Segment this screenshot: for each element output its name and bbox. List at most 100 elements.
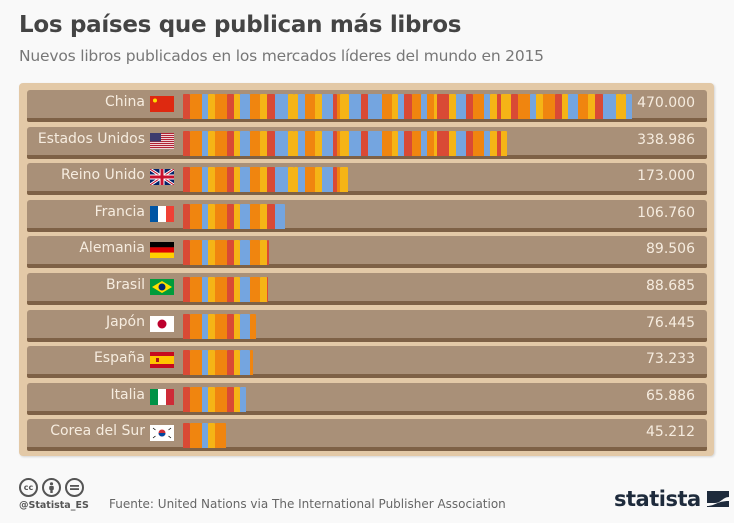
bar-book-segment: [473, 130, 484, 156]
country-label: Japón: [105, 313, 145, 330]
shelf-background: [27, 163, 707, 192]
bar-book-segment: [626, 94, 632, 119]
bar-book-segment: [456, 130, 466, 156]
bar-book-segment: [497, 130, 501, 156]
bar-book-segment: [392, 94, 398, 119]
bar-book-segment: [490, 130, 497, 156]
value-label: 65.886: [646, 387, 695, 404]
bar-book-segment: [227, 240, 234, 266]
bar-book-segment: [234, 350, 240, 376]
bar-book-segment: [588, 94, 595, 119]
bar-book-segment: [250, 350, 253, 376]
value-label: 73.233: [646, 351, 695, 368]
bar-book-segment: [434, 130, 437, 156]
bar-book-segment: [490, 94, 497, 119]
source-text[interactable]: Fuente: United Nations via The Internati…: [109, 497, 506, 511]
country-label: Estados Unidos: [37, 130, 145, 147]
bar-book-segment: [449, 94, 456, 119]
bar-book-segment: [466, 94, 473, 119]
bar-book-segment: [202, 203, 208, 229]
bar-book-segment: [562, 94, 568, 119]
country-label: Italia: [110, 386, 145, 403]
bar-book-segment: [202, 313, 208, 339]
bar-book-segment: [227, 350, 234, 376]
bar-book-segment: [240, 203, 250, 229]
bar-book-segment: [260, 277, 267, 302]
bar-book-segment: [227, 386, 234, 412]
bar-book-segment: [240, 130, 250, 156]
bar-book-segment: [183, 240, 190, 266]
value-label: 470.000: [637, 95, 695, 111]
by-icon: [42, 478, 61, 497]
bar-book-segment: [190, 423, 202, 449]
value-label: 338.986: [637, 131, 695, 148]
bar-book-segment: [234, 94, 240, 119]
bar-book-segment: [190, 240, 202, 266]
bar-book-segment: [511, 94, 518, 119]
bar-book-segment: [275, 130, 288, 156]
shelf-edge: [27, 301, 707, 305]
bar-book-segment: [183, 423, 190, 449]
bar-book-segment: [234, 167, 240, 193]
bar-book-segment: [421, 130, 427, 156]
bar-book-segment: [501, 130, 507, 156]
bar-book-segment: [288, 94, 294, 119]
bar-book-segment: [208, 423, 215, 449]
bar-book-segment: [215, 350, 227, 376]
bar-book-segment: [543, 94, 555, 119]
country-label: China: [105, 94, 145, 110]
bar-book-segment: [427, 130, 434, 156]
bar-book-segment: [208, 130, 215, 156]
bar-book-segment: [333, 167, 337, 193]
bar-book-segment: [361, 94, 368, 119]
bar-book-segment: [267, 167, 275, 193]
bar-books: [183, 94, 632, 119]
bar-book-segment: [215, 423, 226, 449]
bar-book-segment: [294, 130, 298, 156]
bar-book-segment: [305, 94, 315, 119]
bar-book-segment: [208, 94, 215, 119]
bar-book-segment: [215, 167, 227, 193]
bar-book-segment: [337, 94, 340, 119]
shelf-edge: [27, 447, 707, 452]
bar-book-segment: [234, 277, 240, 302]
bar-book-segment: [349, 130, 361, 156]
country-label: Corea del Sur: [50, 423, 145, 440]
bar-book-segment: [305, 167, 315, 193]
bar-book-segment: [434, 94, 437, 119]
shelf-edge: [27, 374, 707, 379]
bar-book-segment: [595, 94, 603, 119]
flag-china-icon: [150, 96, 174, 112]
shelf-row: Estados Unidos 338.986: [27, 126, 707, 159]
bar-book-segment: [215, 386, 227, 412]
bar-book-segment: [275, 167, 288, 193]
bar-book-segment: [275, 203, 285, 229]
bar-books: [183, 277, 268, 302]
shelf-edge: [27, 410, 707, 415]
bar-book-segment: [322, 167, 333, 193]
bar-book-segment: [412, 94, 421, 119]
bar-book-segment: [315, 167, 322, 193]
value-label: 45.212: [646, 424, 695, 441]
bar-book-segment: [202, 130, 208, 156]
bar-book-segment: [250, 130, 260, 156]
bar-book-segment: [501, 94, 511, 119]
bar-book-segment: [202, 94, 208, 119]
bar-book-segment: [250, 313, 256, 339]
bar-books: [183, 386, 246, 412]
bar-book-segment: [368, 130, 382, 156]
bar-book-segment: [421, 94, 427, 119]
bar-book-segment: [227, 167, 234, 193]
bar-book-segment: [398, 94, 404, 119]
bar-book-segment: [398, 130, 404, 156]
country-label: Alemania: [79, 240, 145, 257]
bar-book-segment: [622, 94, 626, 119]
bar-book-segment: [234, 203, 240, 229]
value-label: 173.000: [637, 168, 695, 185]
bar-book-segment: [555, 94, 562, 119]
statista-logo[interactable]: statista: [614, 487, 729, 511]
shelf-edge: [27, 264, 707, 269]
bar-books: [183, 313, 256, 339]
bar-book-segment: [240, 167, 250, 193]
bar-book-segment: [315, 94, 322, 119]
